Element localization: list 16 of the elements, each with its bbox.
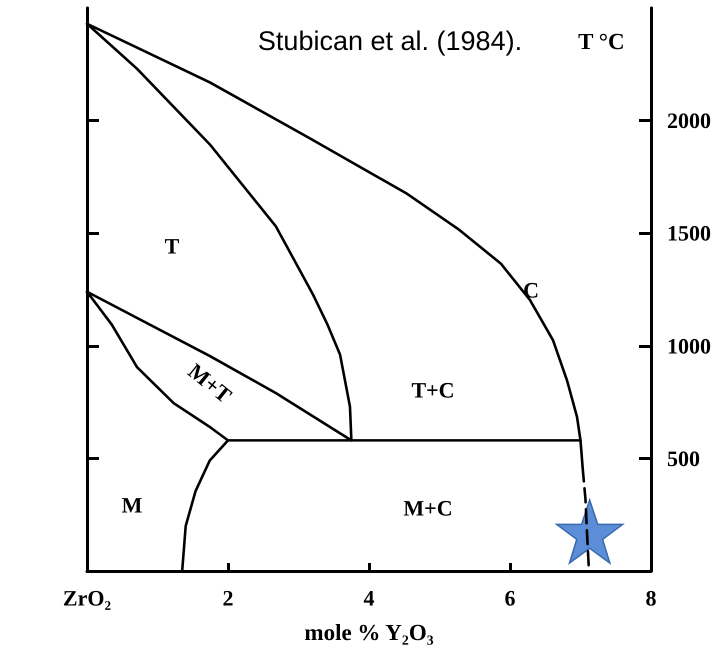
annotation: M	[122, 492, 143, 518]
x-tick-label: 4	[364, 586, 374, 610]
annotation: Stubican et al. (1984).	[258, 26, 522, 56]
x-tick-label: 2	[222, 586, 234, 610]
y-tick-label: 1000	[667, 333, 711, 358]
annotation: T	[164, 234, 180, 258]
annotation: T+C	[411, 378, 455, 402]
x-tick-label: 6	[504, 586, 516, 610]
x-axis-title: mole % Y₂O₃	[304, 620, 434, 645]
y-tick-label: 1500	[667, 220, 711, 246]
x-tick-label: 8	[646, 586, 656, 610]
x-tick-label: ZrO₂	[62, 586, 112, 610]
annotation: M+C	[403, 496, 453, 520]
y-tick-label: 500	[667, 446, 700, 471]
y-axis-title: T °C	[578, 29, 625, 54]
y-tick-label: 2000	[667, 108, 711, 134]
